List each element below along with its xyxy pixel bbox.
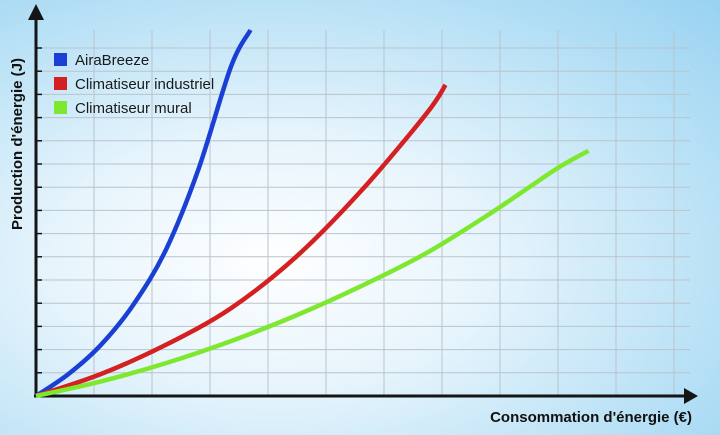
axes — [28, 4, 698, 404]
legend-label-climatiseur-industriel: Climatiseur industriel — [75, 76, 214, 93]
x-axis-label: Consommation d'énergie (€) — [490, 409, 692, 426]
series-line-climatiseur-industriel — [35, 83, 448, 399]
series-line-airabreeze — [34, 28, 253, 398]
series-line-climatiseur-mural — [35, 148, 590, 399]
grid — [36, 30, 690, 396]
legend-swatch-climatiseur-mural — [54, 101, 67, 114]
y-axis-arrow — [28, 4, 44, 20]
y-axis-label: Production d'énergie (J) — [9, 58, 26, 230]
legend-label-climatiseur-mural: Climatiseur mural — [75, 100, 192, 117]
legend-swatch-climatiseur-industriel — [54, 77, 67, 90]
legend-label-airabreeze: AiraBreeze — [75, 52, 149, 69]
series-group — [34, 28, 590, 399]
legend: AiraBreeze Climatiseur industriel Climatis… — [54, 52, 214, 117]
x-axis-arrow — [684, 388, 698, 404]
legend-swatch-airabreeze — [54, 53, 67, 66]
